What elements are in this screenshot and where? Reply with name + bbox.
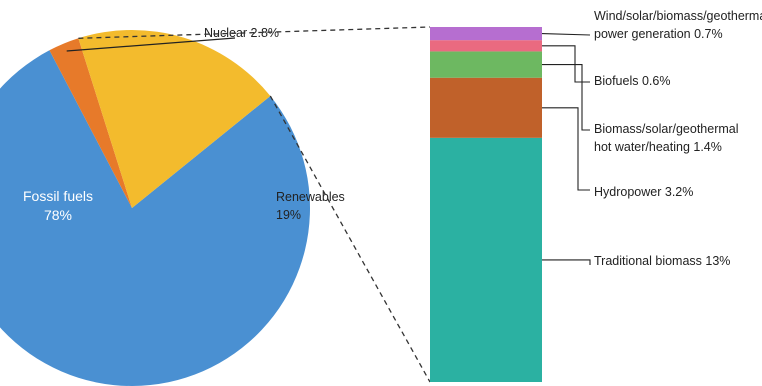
bar-leader-line-1 <box>542 107 590 191</box>
bar-label-2-line-0: Biomass/solar/geothermal <box>594 122 739 136</box>
bar-label-3: Biofuels 0.6% <box>594 74 670 88</box>
pie-label-renewables-name: Renewables <box>276 190 345 204</box>
bar-leader-line-2 <box>542 64 590 131</box>
bar-label-4-line-0: Wind/solar/biomass/geothermal <box>594 9 762 23</box>
bar-leader-line-3 <box>542 45 590 83</box>
bar-labels: Traditional biomass 13% Hydropower 3.2% Bi… <box>541 9 762 268</box>
bar-leader-line-0 <box>542 259 591 265</box>
pie-slice-renewables <box>78 29 271 208</box>
bar-label-0: Traditional biomass 13% <box>594 254 730 268</box>
bar-label-2-line-1: hot water/heating 1.4% <box>594 140 722 154</box>
stacked-bar <box>430 27 542 382</box>
pie-slice-nuclear <box>49 38 132 208</box>
bar-segment-1 <box>430 77 542 138</box>
connector-lines <box>78 26 431 383</box>
pie-label-fossil-fuels-name: Fossil fuels <box>23 188 93 204</box>
nuclear-leader-line <box>66 37 236 52</box>
bar-label-4-line-1: power generation 0.7% <box>594 27 723 41</box>
pie-label-renewables-value: 19% <box>276 208 301 222</box>
bar-segment-0 <box>430 137 542 382</box>
bar-leader-line-4 <box>541 33 591 36</box>
connector-top <box>78 26 431 39</box>
pie-slice-fossil-fuels <box>0 50 310 386</box>
bar-label-1: Hydropower 3.2% <box>594 185 693 199</box>
bar-segment-4 <box>430 27 542 41</box>
bar-segment-3 <box>430 40 542 52</box>
connector-bottom <box>269 95 431 383</box>
bar-segment-2 <box>430 51 542 78</box>
pie-label-fossil-fuels-value: 78% <box>44 207 72 223</box>
